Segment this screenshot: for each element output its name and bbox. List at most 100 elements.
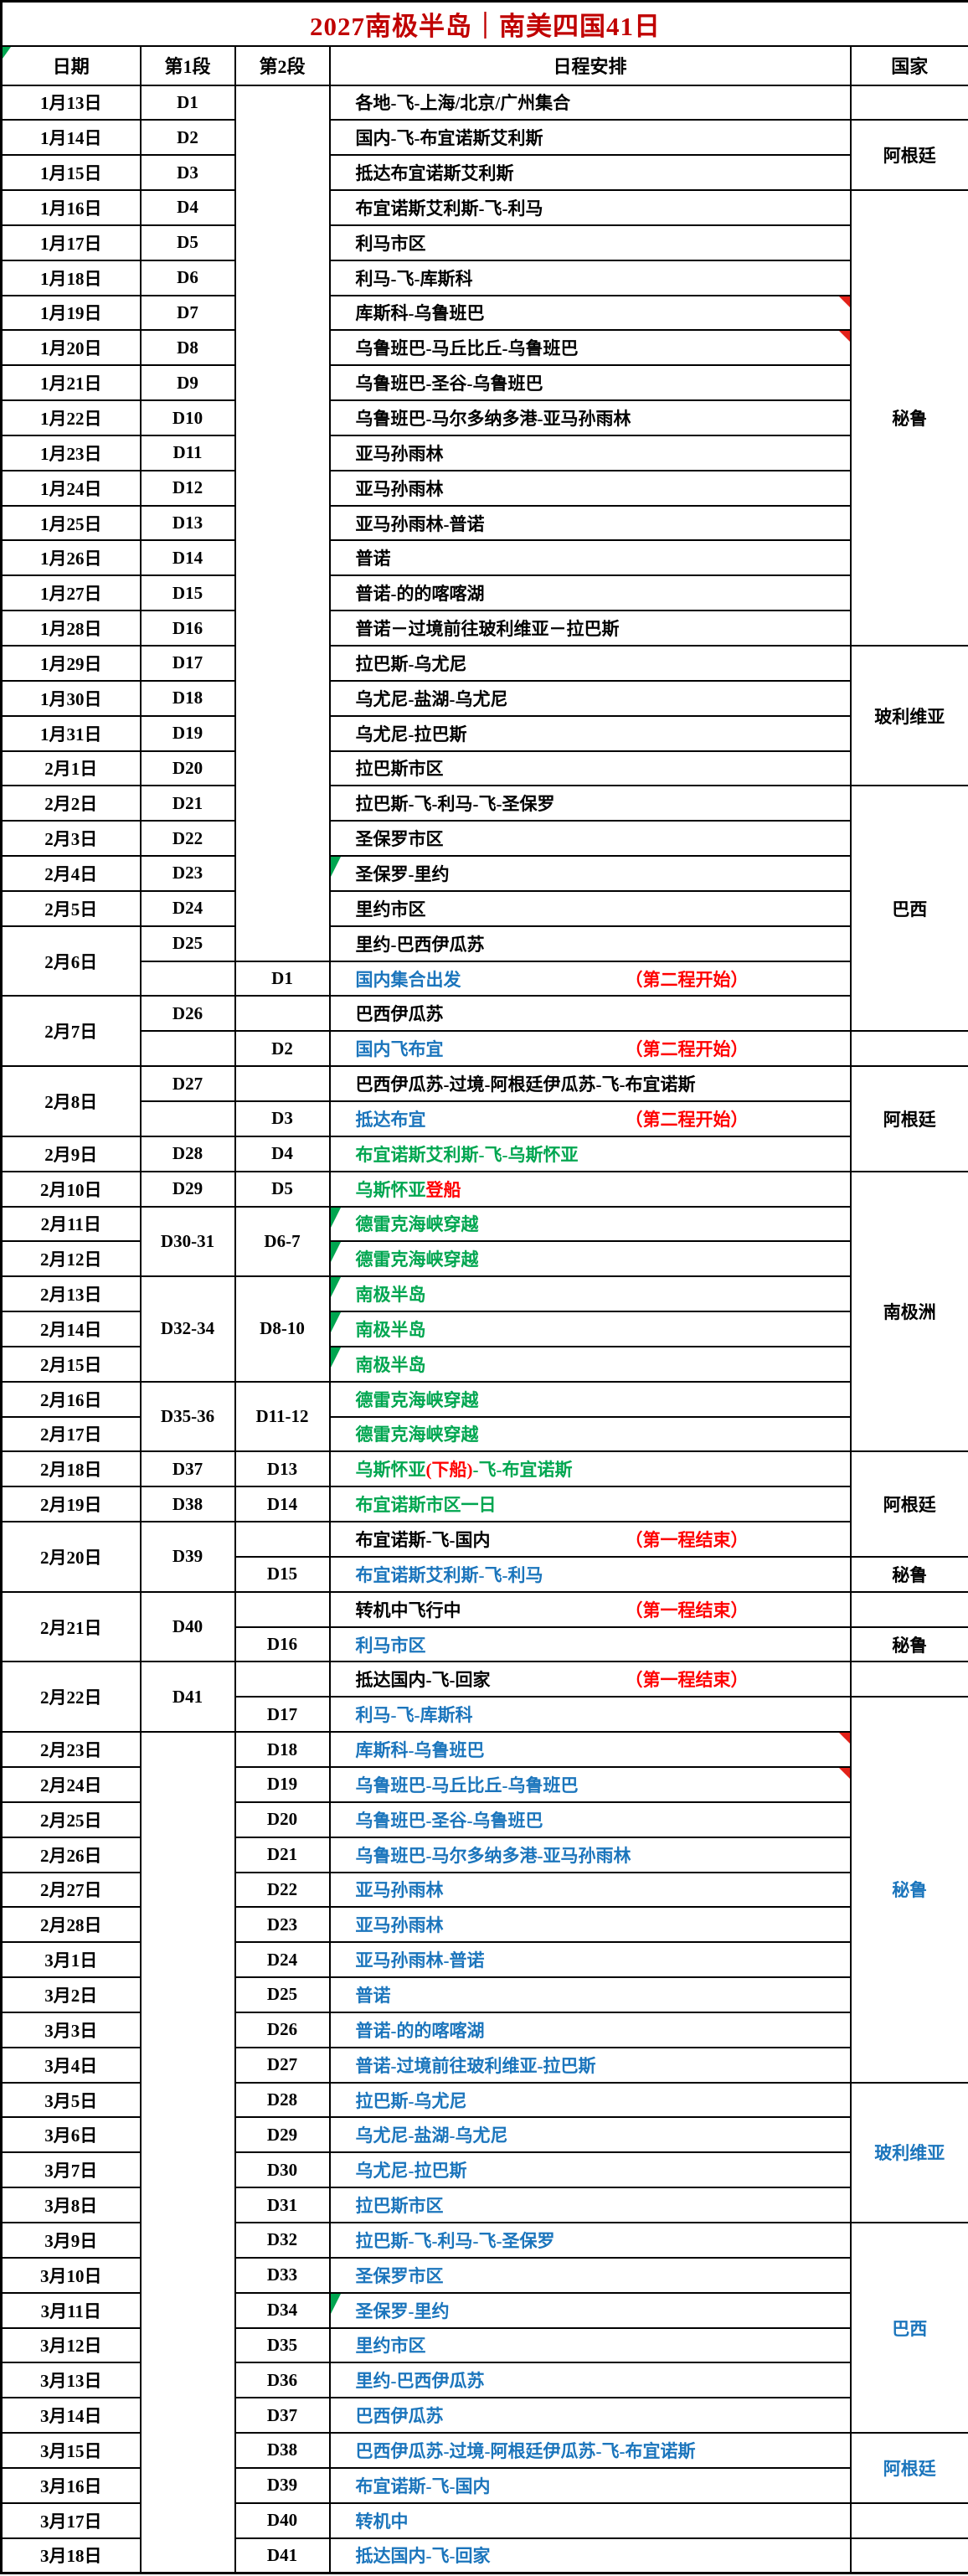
leg-note: （第二程开始）: [625, 1109, 749, 1130]
schedule-cell: 国内-飞-布宜诺斯艾利斯: [328, 119, 852, 157]
segment1-cell: D32-34: [139, 1275, 236, 1383]
schedule-text: 德雷克海峡穿越: [355, 1214, 479, 1235]
schedule-cell: 亚马孙雨林-普诺: [328, 1941, 852, 1979]
schedule-text: 拉巴斯-飞-利马-飞-圣保罗: [355, 2230, 555, 2251]
table-row: 2月18日 D37 D13 乌斯怀亚(下船)-飞-布宜诺斯 阿根廷: [0, 1450, 968, 1558]
table-row: D16 利马市区 秘鲁: [2, 1625, 968, 1663]
segment2-cell: D24: [234, 1941, 331, 1979]
segment2-cell: D30: [234, 2151, 331, 2189]
date-cell: 3月7日: [0, 2151, 142, 2189]
segment2-cell: D37: [234, 2397, 331, 2434]
schedule-text: 亚马孙雨林-普诺: [355, 1950, 485, 1971]
table-row: 3月12日 D35 里约市区: [0, 2326, 968, 2364]
segment2-cell: [234, 1661, 331, 1698]
schedule-text: 布宜诺斯市区一日: [355, 1495, 497, 1516]
table-row: 2月27日 D22 亚马孙雨林: [0, 1871, 968, 1909]
date-cell: 2月27日: [0, 1871, 142, 1909]
segment1-cell: D22: [139, 820, 236, 858]
segment2-cell: D5: [234, 1170, 331, 1208]
country-cell: 秘鲁: [849, 189, 968, 647]
segment2-cell: D21: [234, 1836, 331, 1873]
table-row: D17 利马-飞-库斯科 秘鲁: [2, 1696, 968, 2084]
date-cell: 1月25日: [0, 504, 142, 542]
table-row: 1月23日 D11 亚马孙雨林: [0, 434, 968, 471]
segment2-cell: [234, 995, 331, 1033]
date-cell: 3月12日: [0, 2326, 142, 2364]
table-row: 1月28日 D16 普诺－过境前往玻利维亚－拉巴斯: [0, 610, 968, 647]
segment2-cell: D31: [234, 2187, 331, 2223]
date-cell: 1月20日: [0, 329, 142, 367]
schedule-text: 拉巴斯-飞-利马-飞-圣保罗: [355, 794, 555, 815]
comment-marker-icon: [838, 1768, 849, 1779]
table-row: 1月26日 D14 普诺: [0, 539, 968, 577]
segment2-cell: D27: [234, 2046, 331, 2084]
table-row: 2月13日 D32-34 D8-10 南极半岛: [0, 1275, 968, 1383]
schedule-text: 抵达国内-飞-回家: [355, 2546, 491, 2567]
schedule-text: 乌鲁班巴-马丘比丘-乌鲁班巴: [355, 338, 579, 359]
schedule-cell: 转机中飞行中 （第一程结束）: [328, 1590, 852, 1628]
segment2-cell: D22: [234, 1871, 331, 1909]
schedule-text: 亚马孙雨林-普诺: [355, 513, 485, 534]
date-cell: 2月5日: [0, 889, 142, 927]
table-row: 2月19日 D38 D14 布宜诺斯市区一日: [0, 1486, 968, 1523]
schedule-cell: 乌鲁班巴-马丘比丘-乌鲁班巴: [328, 1766, 852, 1803]
col-header-segment1: 第1段: [139, 44, 236, 86]
date-cell: 1月24日: [0, 469, 142, 507]
country-cell: 秘鲁: [849, 1696, 968, 2084]
col-header-country: 国家: [849, 44, 968, 86]
schedule-text: 德雷克海峡穿越: [355, 1425, 479, 1445]
schedule-cell: 里约市区: [328, 889, 852, 927]
schedule-cell: 普诺-过境前往玻利维亚-拉巴斯: [328, 2046, 852, 2084]
schedule-cell: 乌尤尼-拉巴斯: [328, 714, 852, 752]
date-cell: 1月28日: [0, 610, 142, 647]
schedule-cell: 抵达布宜诺斯艾利斯: [328, 154, 852, 192]
schedule-text: 里约市区: [355, 899, 426, 920]
segment2-cell: D23: [234, 1906, 331, 1944]
country-cell: [849, 2501, 968, 2539]
green-corner-icon: [331, 1313, 341, 1333]
schedule-text: 乌尤尼-盐湖-乌尤尼: [355, 688, 508, 709]
table-row: 3月6日 D29 乌尤尼-盐湖-乌尤尼: [0, 2116, 968, 2154]
green-corner-icon: [331, 1208, 341, 1228]
green-corner-icon: [3, 47, 11, 59]
segment1-cell: D21: [139, 785, 236, 822]
segment1-cell: [139, 1731, 236, 2574]
segment2-cell: D34: [234, 2291, 331, 2329]
schedule-text: 利马-飞-库斯科: [355, 268, 473, 289]
schedule-cell: 乌鲁班巴-马丘比丘-乌鲁班巴: [328, 329, 852, 367]
schedule-cell: 利马市区: [328, 224, 852, 261]
schedule-cell: 德雷克海峡穿越: [328, 1240, 852, 1278]
segment2-cell: D2: [234, 1030, 331, 1068]
date-cell: 2月13日: [0, 1275, 142, 1313]
table-row: D15 布宜诺斯艾利斯-飞-利马 秘鲁: [2, 1555, 968, 1593]
country-cell: [849, 84, 968, 121]
schedule-cell: 布宜诺斯-飞-国内 （第一程结束）: [328, 1521, 852, 1558]
date-cell: 3月9日: [0, 2221, 142, 2259]
schedule-text: 乌斯怀亚: [355, 1460, 426, 1481]
itinerary-table-body: 1月13日 D1 各地-飞-上海/北京/广州集合 1月14日 D2 国内-飞-布宜诺斯艾利…: [0, 84, 968, 2574]
schedule-text: 拉巴斯市区: [355, 759, 444, 780]
schedule-text: 拉巴斯-乌尤尼: [355, 653, 467, 674]
segment2-cell: D3: [234, 1100, 331, 1137]
country-cell: 玻利维亚: [849, 2081, 968, 2223]
schedule-cell: 乌尤尼-盐湖-乌尤尼: [328, 2116, 852, 2154]
table-row: 2月9日 D28 D4 布宜诺斯艾利斯-飞-乌斯怀亚: [0, 1135, 968, 1172]
schedule-cell: 抵达国内-飞-回家 （第一程结束）: [328, 1661, 852, 1698]
col-header-segment2: 第2段: [234, 44, 331, 86]
table-row: 3月7日 D30 乌尤尼-拉巴斯: [0, 2151, 968, 2189]
schedule-cell: 库斯科-乌鲁班巴: [328, 1731, 852, 1768]
segment2-cell: D20: [234, 1801, 331, 1838]
schedule-text: 布宜诺斯艾利斯-飞-利马: [355, 1564, 543, 1585]
table-row: 2月17日 德雷克海峡穿越: [0, 1415, 968, 1453]
schedule-cell: 布宜诺斯艾利斯-飞-乌斯怀亚: [328, 1135, 852, 1172]
leg-note: （第一程结束）: [625, 1600, 749, 1620]
schedule-text: 圣保罗市区: [355, 2265, 444, 2286]
table-row: 2月25日 D20 乌鲁班巴-圣谷-乌鲁班巴: [0, 1801, 968, 1838]
segment2-cell: D36: [234, 2362, 331, 2399]
segment1-cell: D13: [139, 504, 236, 542]
segment2-cell: D11-12: [234, 1380, 331, 1453]
date-cell: 1月17日: [0, 224, 142, 261]
schedule-cell: 圣保罗-里约: [328, 855, 852, 892]
schedule-cell: 库斯科-乌鲁班巴: [328, 294, 852, 332]
schedule-text: 布宜诺斯艾利斯-飞-利马: [355, 198, 543, 219]
